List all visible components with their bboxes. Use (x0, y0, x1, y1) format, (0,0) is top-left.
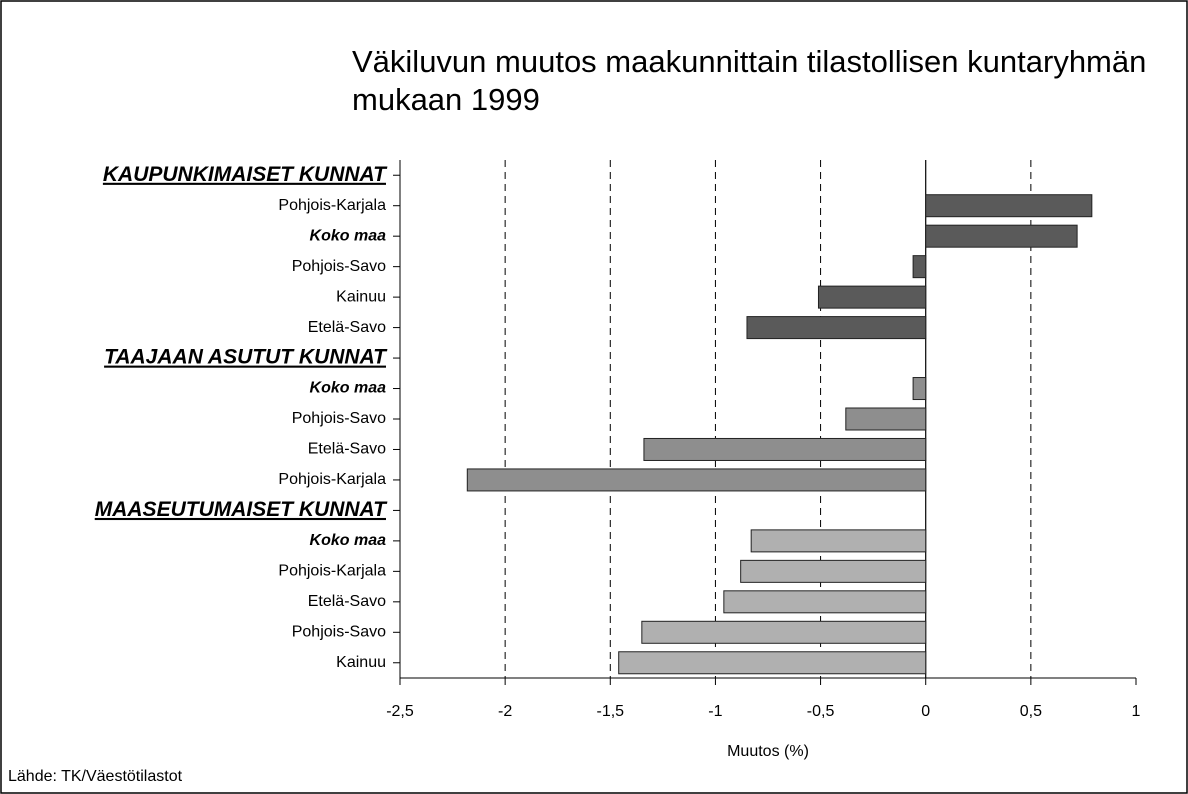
group-label: MAASEUTUMAISET KUNNAT (95, 498, 388, 521)
x-tick-label: -0,5 (807, 703, 835, 720)
category-label: Pohjois-Karjala (278, 563, 386, 580)
x-tick-label: -1,5 (596, 703, 624, 720)
bar (912, 377, 927, 401)
category-label: Etelä-Savo (308, 319, 386, 336)
x-tick-label: -2,5 (386, 703, 414, 720)
bar (750, 529, 927, 553)
category-label: Etelä-Savo (308, 441, 386, 458)
bar (925, 194, 1093, 218)
source: Lähde: TK/Väestötilastot (8, 768, 183, 785)
bar (817, 285, 927, 309)
category-label: Kainuu (336, 288, 386, 305)
group-label: TAAJAAN ASUTUT KUNNAT (104, 346, 388, 369)
x-tick-label: 0,5 (1020, 703, 1042, 720)
category-label: Pohjois-Savo (292, 624, 386, 641)
category-label: Pohjois-Karjala (278, 197, 386, 214)
category-label: Pohjois-Savo (292, 258, 386, 275)
bar (912, 255, 927, 279)
x-tick-label: -2 (498, 703, 512, 720)
bar (740, 559, 927, 583)
category-label-highlight: Koko maa (310, 227, 387, 244)
bar (641, 620, 927, 644)
x-axis-label: Muutos (%) (727, 743, 809, 760)
x-tick-label: 0 (921, 703, 930, 720)
x-tick-label: 1 (1132, 703, 1141, 720)
bar (643, 437, 927, 461)
bar (925, 224, 1078, 248)
category-label: Pohjois-Karjala (278, 471, 386, 488)
chart-title: Väkiluvun muutos maakunnittain tilastoll… (352, 44, 1146, 117)
bar (845, 407, 927, 431)
x-tick-label: -1 (708, 703, 722, 720)
bar (746, 316, 927, 340)
group-label: KAUPUNKIMAISET KUNNAT (103, 163, 388, 186)
bar (618, 651, 927, 675)
category-label: Etelä-Savo (308, 593, 386, 610)
bar (466, 468, 927, 492)
category-label: Pohjois-Savo (292, 410, 386, 427)
category-label-highlight: Koko maa (310, 532, 387, 549)
category-label: Kainuu (336, 654, 386, 671)
bar (723, 590, 927, 614)
category-label-highlight: Koko maa (310, 380, 387, 397)
